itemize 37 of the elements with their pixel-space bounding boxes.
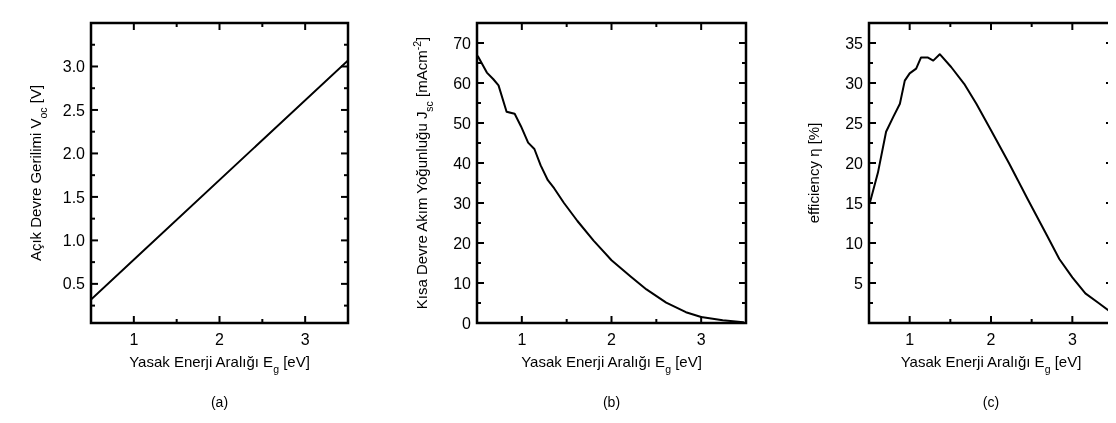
x-tick-label: 1 — [129, 331, 139, 348]
text: (c) — [982, 394, 1000, 410]
y-tick-label: 10 — [845, 234, 864, 252]
y-tick-label: 0 — [462, 314, 472, 332]
y-tick-label: 25 — [845, 114, 864, 132]
x-tick-label: 1 — [905, 331, 915, 348]
x-tick-label: 3 — [696, 331, 706, 348]
x-axis-title: Yasak Enerji Aralığı E$_{g}$ [eV] — [521, 353, 702, 375]
y-tick-label: 30 — [845, 74, 864, 92]
x-tick-label: 3 — [1067, 331, 1077, 348]
x-tick-label: 2 — [215, 331, 225, 348]
x-tick-label: 1 — [517, 331, 527, 348]
y-tick-label: 20 — [453, 234, 472, 252]
y-tick-label: 0.5 — [62, 275, 86, 293]
y-tick-label: 15 — [845, 194, 864, 212]
y-tick-label: 1.5 — [62, 188, 86, 206]
text: (b) — [602, 394, 621, 410]
y-tick-label: 2.0 — [62, 145, 86, 163]
y-tick-label: 50 — [453, 114, 472, 132]
y-axis-title: efficiency η [%] — [805, 122, 822, 224]
x-tick-label: 2 — [607, 331, 617, 348]
y-tick-label: 20 — [845, 154, 864, 172]
y-tick-label: 3.0 — [62, 58, 86, 76]
y-tick-label: 2.5 — [62, 101, 86, 119]
y-tick-label: 70 — [453, 34, 472, 52]
y-tick-label: 40 — [453, 154, 472, 172]
x-axis-title: Yasak Enerji Aralığı E$_{g}$ [eV] — [129, 353, 310, 375]
y-tick-label: 1.0 — [62, 231, 86, 249]
x-tick-label: 2 — [986, 331, 996, 348]
y-tick-label: 5 — [854, 274, 864, 292]
x-tick-label: 3 — [300, 331, 310, 348]
y-tick-label: 35 — [845, 34, 864, 52]
text: (a) — [210, 394, 229, 410]
y-tick-label: 10 — [453, 274, 472, 292]
x-axis-title: Yasak Enerji Aralığı E$_{g}$ [eV] — [900, 353, 1082, 375]
y-tick-label: 60 — [453, 74, 472, 92]
y-tick-label: 30 — [453, 194, 472, 212]
